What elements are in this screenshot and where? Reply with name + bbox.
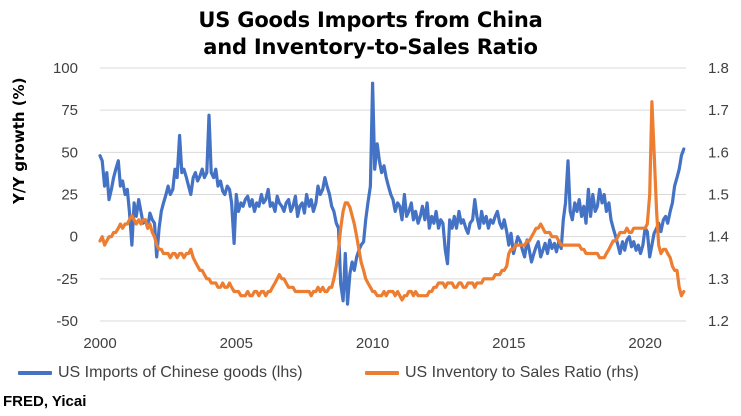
left-tick-label: 25 — [61, 187, 78, 204]
x-tick-label: 2010 — [356, 335, 389, 352]
right-tick-label: 1.2 — [708, 313, 729, 330]
x-tick-label: 2020 — [628, 335, 661, 352]
source-note: FRED, Yicai — [3, 393, 87, 410]
legend-label-inventory-ratio: US Inventory to Sales Ratio (rhs) — [405, 364, 639, 381]
left-tick-label: -50 — [56, 313, 78, 330]
right-tick-label: 1.4 — [708, 229, 729, 246]
legend: US Imports of Chinese goods (lhs) US Inv… — [0, 364, 741, 388]
right-tick-label: 1.6 — [708, 144, 729, 161]
left-tick-label: 50 — [61, 144, 78, 161]
left-tick-label: 0 — [70, 229, 78, 246]
right-tick-label: 1.8 — [708, 60, 729, 77]
x-tick-label: 2015 — [492, 335, 525, 352]
left-tick-label: 100 — [53, 60, 78, 77]
left-axis-ticks: 100 75 50 25 0 -25 -50 — [53, 60, 78, 330]
right-axis-ticks: 1.8 1.7 1.6 1.5 1.4 1.3 1.2 — [708, 60, 729, 330]
series-line-inventory-ratio — [98, 100, 686, 302]
right-tick-label: 1.7 — [708, 102, 729, 119]
series-line-imports — [98, 81, 686, 306]
series-lines — [98, 81, 686, 306]
right-tick-label: 1.3 — [708, 271, 729, 288]
x-axis-ticks: 2000 2005 2010 2015 2020 — [83, 335, 661, 352]
legend-label-imports: US Imports of Chinese goods (lhs) — [58, 364, 303, 381]
legend-swatch-imports — [18, 371, 52, 375]
legend-item-imports: US Imports of Chinese goods (lhs) — [18, 364, 303, 382]
right-tick-label: 1.5 — [708, 187, 729, 204]
chart-title-line-1: US Goods Imports from China — [198, 8, 543, 32]
legend-swatch-inventory-ratio — [365, 371, 399, 375]
left-tick-label: 75 — [61, 102, 78, 119]
chart-title-line-2: and Inventory-to-Sales Ratio — [203, 35, 538, 59]
x-tick-label: 2005 — [220, 335, 253, 352]
legend-item-inventory-ratio: US Inventory to Sales Ratio (rhs) — [365, 364, 639, 382]
left-tick-label: -25 — [56, 271, 78, 288]
x-tick-label: 2000 — [83, 335, 116, 352]
